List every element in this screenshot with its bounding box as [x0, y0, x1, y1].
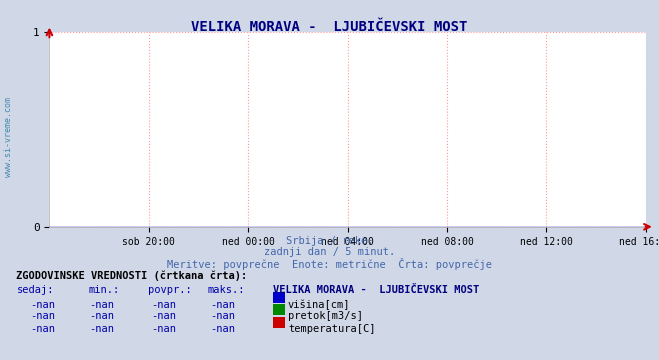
Text: -nan: -nan: [90, 324, 115, 334]
Text: -nan: -nan: [210, 324, 235, 334]
Text: min.:: min.:: [89, 285, 120, 295]
Text: -nan: -nan: [210, 300, 235, 310]
Text: -nan: -nan: [210, 311, 235, 321]
Text: Meritve: povprečne  Enote: metrične  Črta: povprečje: Meritve: povprečne Enote: metrične Črta:…: [167, 258, 492, 270]
Text: višina[cm]: višina[cm]: [288, 300, 351, 310]
Text: -nan: -nan: [151, 311, 176, 321]
Text: -nan: -nan: [90, 311, 115, 321]
Text: www.si-vreme.com: www.si-vreme.com: [4, 97, 13, 177]
Text: maks.:: maks.:: [208, 285, 245, 295]
Text: -nan: -nan: [151, 300, 176, 310]
Text: ZGODOVINSKE VREDNOSTI (črtkana črta):: ZGODOVINSKE VREDNOSTI (črtkana črta):: [16, 271, 248, 281]
Text: Srbija / reke.: Srbija / reke.: [286, 236, 373, 246]
Text: temperatura[C]: temperatura[C]: [288, 324, 376, 334]
Text: VELIKA MORAVA -  LJUBIČEVSKI MOST: VELIKA MORAVA - LJUBIČEVSKI MOST: [273, 285, 480, 295]
Text: zadnji dan / 5 minut.: zadnji dan / 5 minut.: [264, 247, 395, 257]
Text: -nan: -nan: [151, 324, 176, 334]
Text: -nan: -nan: [30, 311, 55, 321]
Text: VELIKA MORAVA -  LJUBIČEVSKI MOST: VELIKA MORAVA - LJUBIČEVSKI MOST: [191, 20, 468, 34]
Text: -nan: -nan: [30, 300, 55, 310]
Text: -nan: -nan: [90, 300, 115, 310]
Text: pretok[m3/s]: pretok[m3/s]: [288, 311, 363, 321]
Text: -nan: -nan: [30, 324, 55, 334]
Text: sedaj:: sedaj:: [16, 285, 54, 295]
Text: povpr.:: povpr.:: [148, 285, 192, 295]
